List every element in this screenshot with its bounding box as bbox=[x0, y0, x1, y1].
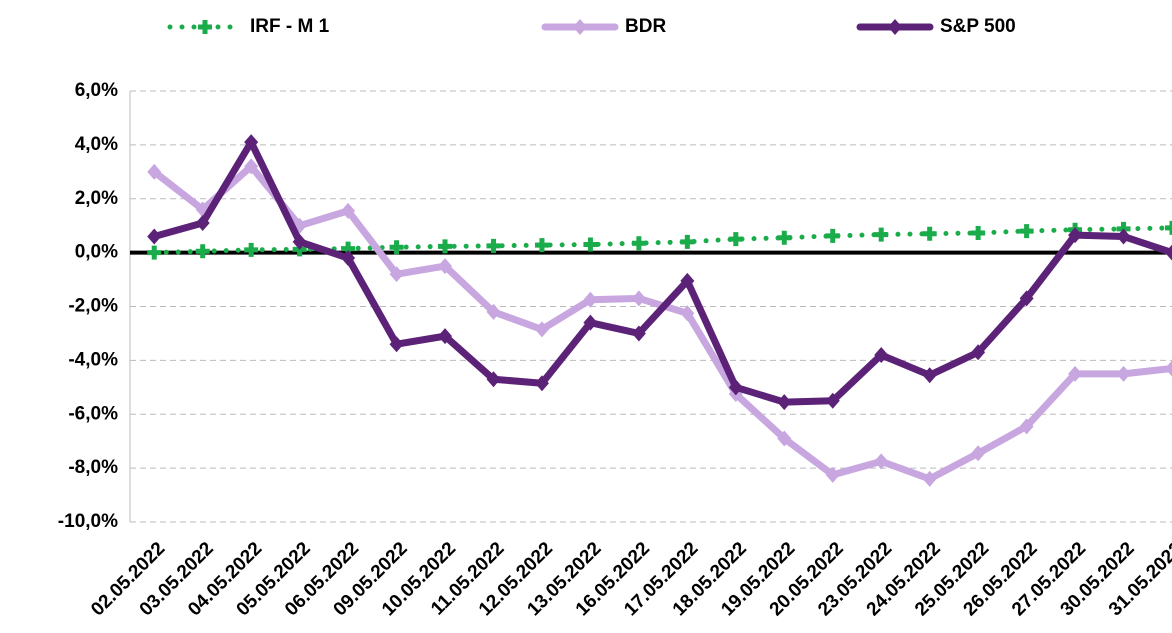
y-tick-label: 4,0% bbox=[75, 134, 118, 155]
y-tick-label: 0,0% bbox=[75, 242, 118, 263]
series-marker bbox=[438, 328, 453, 345]
series-marker bbox=[244, 134, 259, 151]
series-marker bbox=[825, 228, 840, 243]
series-marker bbox=[922, 226, 937, 241]
series-marker bbox=[583, 291, 598, 308]
y-tick-label: 2,0% bbox=[75, 188, 118, 209]
series-marker bbox=[1165, 220, 1172, 235]
series-marker bbox=[874, 346, 889, 363]
legend-item: IRF - M 1 bbox=[167, 16, 330, 37]
series-line bbox=[151, 225, 1172, 256]
series-marker bbox=[147, 163, 162, 180]
series-marker bbox=[534, 238, 549, 253]
series-marker bbox=[971, 225, 986, 240]
series-marker bbox=[438, 239, 453, 254]
series-marker bbox=[244, 242, 259, 257]
series-marker bbox=[195, 244, 210, 259]
series-marker bbox=[1068, 227, 1083, 244]
legend-item: S&P 500 bbox=[856, 16, 1016, 37]
series-marker bbox=[1116, 228, 1131, 245]
series-line bbox=[150, 162, 1172, 483]
series-marker bbox=[147, 245, 162, 260]
series-marker bbox=[1116, 365, 1131, 382]
series-marker bbox=[874, 227, 889, 242]
series-marker bbox=[438, 258, 453, 275]
series-marker bbox=[971, 445, 986, 462]
series-marker bbox=[341, 241, 356, 256]
series-marker bbox=[1019, 290, 1034, 307]
series-marker bbox=[341, 202, 356, 219]
series-marker bbox=[680, 234, 695, 249]
series-marker bbox=[486, 238, 501, 253]
series-marker bbox=[922, 470, 937, 487]
series-marker bbox=[1165, 244, 1172, 261]
series-marker bbox=[825, 392, 840, 409]
legend-marker bbox=[888, 19, 902, 35]
series-marker bbox=[486, 371, 501, 388]
y-tick-label: -6,0% bbox=[68, 403, 118, 424]
series-marker bbox=[728, 232, 743, 247]
series-marker bbox=[874, 453, 889, 470]
y-tick-label: -2,0% bbox=[68, 296, 118, 317]
series-marker bbox=[534, 321, 549, 338]
legend-label: IRF - M 1 bbox=[250, 16, 330, 37]
y-tick-label: -4,0% bbox=[68, 349, 118, 370]
series-marker bbox=[971, 344, 986, 361]
y-tick-label: 6,0% bbox=[75, 80, 118, 101]
series-marker bbox=[389, 266, 404, 283]
series-marker bbox=[680, 272, 695, 289]
legend-item: BDR bbox=[541, 16, 666, 37]
series-marker bbox=[777, 230, 792, 245]
series-marker bbox=[631, 325, 646, 342]
series-marker bbox=[1068, 365, 1083, 382]
series-marker bbox=[341, 250, 356, 267]
y-tick-label: -8,0% bbox=[68, 457, 118, 478]
legend-marker bbox=[573, 19, 587, 35]
series-marker bbox=[1019, 418, 1034, 435]
legend-label: S&P 500 bbox=[940, 16, 1016, 37]
series-marker bbox=[583, 237, 598, 252]
series-marker bbox=[244, 158, 259, 175]
series-marker bbox=[292, 233, 307, 250]
series-marker bbox=[1019, 224, 1034, 239]
series-marker bbox=[486, 303, 501, 320]
series-marker bbox=[195, 214, 210, 231]
series-marker bbox=[583, 314, 598, 331]
y-tick-label: -10,0% bbox=[58, 511, 118, 532]
series-marker bbox=[728, 379, 743, 396]
series-marker bbox=[922, 367, 937, 384]
series-marker bbox=[631, 290, 646, 307]
series-marker bbox=[680, 305, 695, 322]
series-marker bbox=[825, 466, 840, 483]
series-line bbox=[150, 138, 1172, 406]
legend-label: BDR bbox=[625, 16, 666, 37]
series-marker bbox=[389, 240, 404, 255]
series-marker bbox=[777, 430, 792, 447]
series-marker bbox=[147, 228, 162, 245]
series-marker bbox=[1165, 360, 1172, 377]
legend-marker bbox=[198, 20, 212, 34]
series-marker bbox=[534, 375, 549, 392]
series-marker bbox=[777, 394, 792, 411]
series-marker bbox=[389, 336, 404, 353]
series-marker bbox=[631, 236, 646, 251]
